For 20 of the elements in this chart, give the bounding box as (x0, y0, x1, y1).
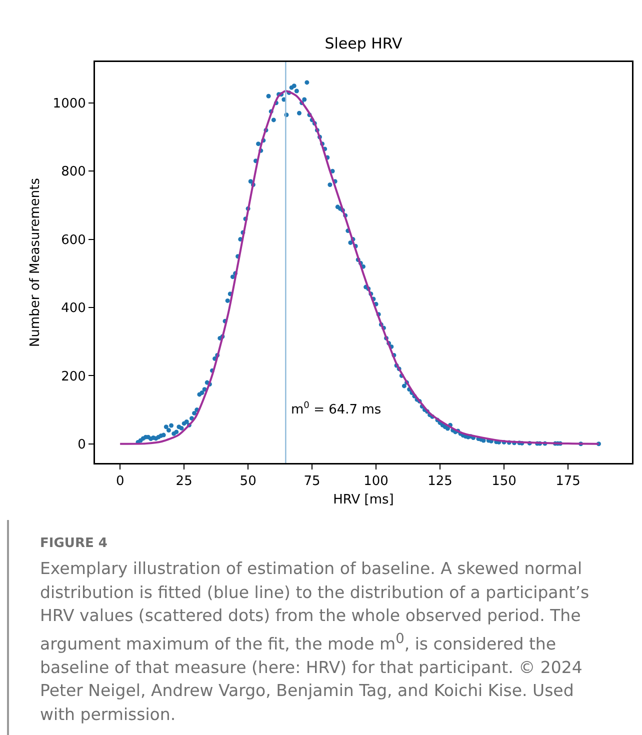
x-tick-label: 25 (176, 474, 192, 490)
x-tick-label: 0 (116, 474, 124, 490)
y-tick-label: 400 (61, 301, 86, 316)
x-tick-label: 125 (428, 474, 452, 490)
y-tick-label: 800 (61, 164, 86, 180)
y-tick-label: 1000 (52, 96, 86, 112)
y-tick-label: 200 (61, 369, 86, 384)
y-tick-label: 600 (61, 232, 86, 248)
text: Exemplary illustration of estimation of baseline. A skewed normal distribution is fitted (blue line) to the distribution of a participant’s HRV values (scattered dots) from the whole observed period. The argument maximum of the fit, the mode m$^{0}$, is considered the baseline of that measure (here: HRV) for that participant. © 2024 Peter Neigel, Andrew Vargo, Benjamin Tag, and Koichi Kise. Used with permission. (40, 559, 590, 724)
x-tick-label: 150 (492, 474, 516, 490)
y-axis-title: Number of Measurements (28, 178, 44, 348)
caption: FIGURE 4 (40, 536, 108, 551)
x-tick-label: 50 (240, 474, 256, 490)
x-tick-label: 175 (556, 474, 580, 490)
x-tick-label: 75 (304, 474, 320, 490)
chart-title: Sleep HRV (324, 34, 404, 52)
y-tick-label: 0 (78, 437, 86, 452)
x-tick-label: 100 (364, 474, 388, 490)
x-axis-title: HRV [ms] (333, 492, 394, 508)
ref-line-label: m$^{0}$ = 64.7 ms (291, 401, 382, 418)
